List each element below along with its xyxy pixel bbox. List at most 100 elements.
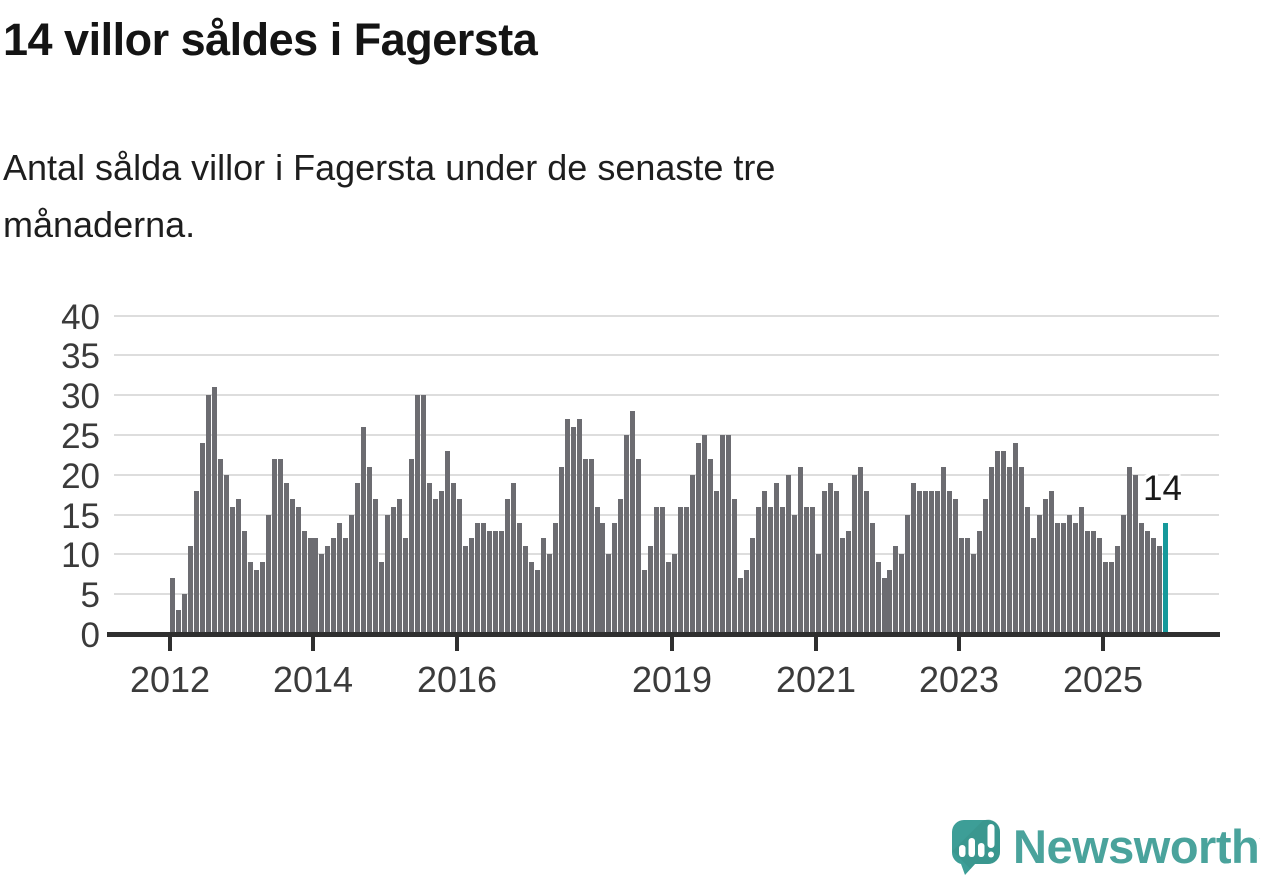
bar <box>319 554 324 634</box>
bar <box>1013 443 1018 634</box>
bar <box>367 467 372 634</box>
bar <box>595 507 600 634</box>
bar <box>768 507 773 634</box>
bar <box>732 499 737 634</box>
bar <box>983 499 988 634</box>
bar <box>696 443 701 634</box>
x-axis-tick-mark <box>670 637 674 651</box>
newsworthy-wordmark: Newsworthy <box>1013 820 1260 873</box>
bar <box>810 507 815 634</box>
bar <box>379 562 384 634</box>
bar <box>493 531 498 634</box>
bar <box>816 554 821 634</box>
x-axis-tick-label: 2012 <box>129 659 211 700</box>
bar <box>176 610 181 634</box>
bar <box>744 570 749 634</box>
bar <box>1037 515 1042 634</box>
bar <box>828 483 833 634</box>
x-axis-tick-mark <box>1101 637 1105 651</box>
x-axis-line <box>107 632 1220 637</box>
bar <box>427 483 432 634</box>
bar <box>391 507 396 634</box>
bar <box>343 538 348 634</box>
last-value-label: 14 <box>1143 469 1182 508</box>
bar <box>349 515 354 634</box>
bar <box>266 515 271 634</box>
x-axis-tick-label: 2016 <box>416 659 498 700</box>
bar <box>929 491 934 634</box>
bar <box>636 459 641 634</box>
bar <box>284 483 289 634</box>
bar <box>989 467 994 634</box>
x-axis-tick-label: 2023 <box>918 659 1000 700</box>
y-axis-tick-label: 40 <box>61 297 100 337</box>
bar <box>965 538 970 634</box>
x-axis-tick-mark <box>957 637 961 651</box>
bar <box>953 499 958 634</box>
bar <box>780 507 785 634</box>
bar <box>1031 538 1036 634</box>
bar <box>403 538 408 634</box>
y-axis-tick-label: 0 <box>80 616 100 655</box>
bar <box>553 523 558 634</box>
bar <box>260 562 265 634</box>
bar <box>511 483 516 634</box>
bar <box>1121 515 1126 634</box>
bar <box>702 435 707 634</box>
bar <box>457 499 462 634</box>
bar <box>308 538 313 634</box>
bar <box>714 491 719 634</box>
bar <box>654 507 659 634</box>
bar <box>840 538 845 634</box>
bar <box>684 507 689 634</box>
bar <box>1157 546 1162 634</box>
bar <box>254 570 259 634</box>
bar <box>200 443 205 634</box>
bar <box>1109 562 1114 634</box>
bar <box>451 483 456 634</box>
bar <box>583 459 588 634</box>
bar <box>1061 523 1066 634</box>
bar <box>361 427 366 634</box>
bar <box>325 546 330 634</box>
bar <box>947 491 952 634</box>
bar <box>1145 531 1150 634</box>
x-axis-tick-label: 2019 <box>631 659 713 700</box>
bar-highlighted <box>1163 523 1168 634</box>
chart-subtitle-line-1: Antal sålda villor i Fagersta under de s… <box>3 147 776 188</box>
bar <box>355 483 360 634</box>
bar <box>1001 451 1006 634</box>
bar <box>995 451 1000 634</box>
y-axis-tick-label: 35 <box>61 337 100 377</box>
bar <box>218 459 223 634</box>
bar <box>660 507 665 634</box>
bar <box>230 507 235 634</box>
y-axis-tick-label: 25 <box>61 417 100 456</box>
bar <box>887 570 892 634</box>
bar <box>242 531 247 634</box>
gridline <box>114 553 1219 556</box>
bar <box>899 554 904 634</box>
bar <box>911 483 916 634</box>
bar <box>433 499 438 634</box>
bar <box>1115 546 1120 634</box>
bar <box>1025 507 1030 634</box>
bar <box>893 546 898 634</box>
bar <box>935 491 940 634</box>
bar <box>499 531 504 634</box>
bar <box>236 499 241 634</box>
page-title: 14 villor såldes i Fagersta <box>3 14 538 65</box>
bar <box>1085 531 1090 634</box>
bar <box>535 570 540 634</box>
bar <box>481 523 486 634</box>
bar <box>792 515 797 634</box>
bar <box>648 546 653 634</box>
bar <box>1127 467 1132 634</box>
bar <box>475 523 480 634</box>
bar <box>589 459 594 634</box>
bar <box>487 531 492 634</box>
gridline <box>114 434 1219 436</box>
newsworthy-logo: Newsworthy <box>952 819 1260 875</box>
bar <box>1097 538 1102 634</box>
